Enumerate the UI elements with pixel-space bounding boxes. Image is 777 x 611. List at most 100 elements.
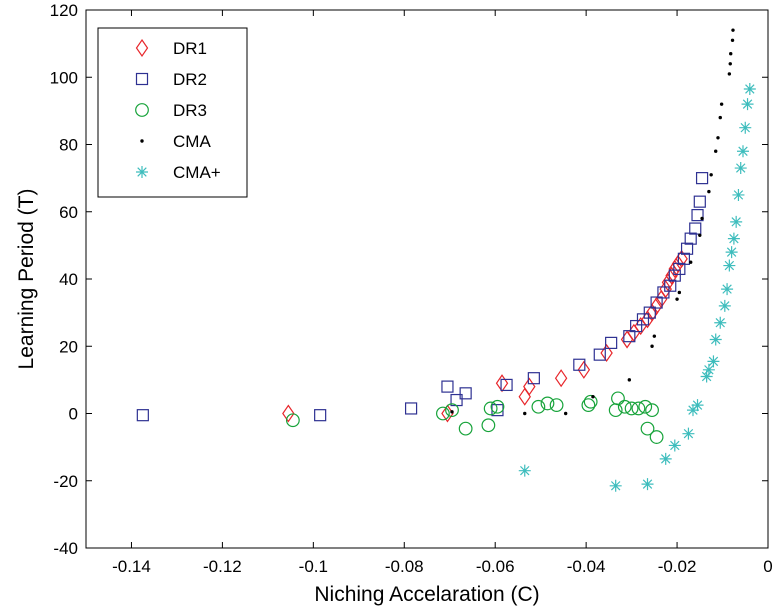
data-point xyxy=(714,149,718,153)
data-point xyxy=(716,136,720,140)
data-point xyxy=(739,121,752,134)
data-point xyxy=(682,427,695,440)
data-point xyxy=(554,369,568,388)
data-point xyxy=(495,374,509,393)
y-tick-label: 100 xyxy=(50,68,78,87)
data-point xyxy=(723,259,736,272)
data-point xyxy=(668,269,681,282)
data-point xyxy=(743,83,756,96)
data-point xyxy=(718,115,722,120)
data-point xyxy=(490,399,505,414)
legend: DR1 DR2 DR3 CMA CMA+ xyxy=(97,27,248,198)
data-point xyxy=(650,296,663,315)
data-point xyxy=(282,404,295,423)
data-point xyxy=(709,333,722,346)
data-point xyxy=(727,72,732,76)
data-point xyxy=(609,479,622,492)
legend-label: DR3 xyxy=(173,101,207,120)
legend-item: DR2 xyxy=(135,70,207,89)
data-point xyxy=(652,334,657,338)
data-point xyxy=(624,401,639,416)
data-point xyxy=(641,478,654,491)
data-point xyxy=(698,233,702,237)
data-point xyxy=(617,399,632,414)
data-point xyxy=(664,279,677,292)
y-tick-label: 120 xyxy=(50,1,78,20)
data-point xyxy=(605,336,618,349)
data-point xyxy=(638,399,653,414)
data-point xyxy=(700,370,713,383)
data-point xyxy=(581,398,596,412)
data-point xyxy=(691,209,704,222)
data-point xyxy=(314,409,327,422)
data-point xyxy=(686,404,699,417)
data-point xyxy=(483,401,498,416)
data-point xyxy=(680,242,694,255)
y-tick-label: 60 xyxy=(59,203,78,222)
data-point xyxy=(741,98,754,111)
data-point xyxy=(563,411,568,416)
data-point xyxy=(577,360,591,379)
legend-label: DR1 xyxy=(173,39,207,58)
data-point xyxy=(645,403,659,418)
data-point xyxy=(665,266,678,285)
data-point xyxy=(630,319,643,333)
y-tick-label: 80 xyxy=(59,136,78,155)
data-point xyxy=(659,452,672,465)
data-point xyxy=(518,387,531,406)
data-point xyxy=(583,394,598,409)
x-tick-label: -0.04 xyxy=(567,557,606,576)
data-point xyxy=(684,232,697,245)
data-point xyxy=(620,330,634,349)
data-point xyxy=(500,378,513,392)
y-axis-title: Learning Period (T) xyxy=(15,189,38,370)
data-point xyxy=(531,399,546,414)
legend-item: DR3 xyxy=(135,101,207,120)
data-point xyxy=(734,162,747,175)
data-point xyxy=(650,296,663,309)
data-point xyxy=(718,299,731,312)
data-point xyxy=(627,378,632,382)
data-point xyxy=(611,391,625,406)
data-point xyxy=(450,410,454,414)
data-point xyxy=(518,464,531,477)
data-point xyxy=(441,404,454,423)
y-tick-label: 40 xyxy=(59,270,78,289)
series-dr3 xyxy=(285,391,664,444)
data-point xyxy=(693,195,706,208)
legend-item: CMA xyxy=(140,132,211,151)
y-tick-label: -40 xyxy=(53,539,78,558)
data-point xyxy=(458,421,473,436)
data-point xyxy=(700,216,704,221)
data-point xyxy=(404,402,418,415)
data-point xyxy=(729,52,733,56)
data-point xyxy=(445,403,459,418)
data-point xyxy=(540,396,555,411)
x-tick-label: -0.08 xyxy=(385,557,424,576)
series-dr1 xyxy=(282,249,688,423)
data-point xyxy=(707,355,720,368)
data-marks xyxy=(136,28,756,492)
data-point xyxy=(721,283,734,296)
data-point xyxy=(649,430,664,444)
data-point xyxy=(523,411,527,416)
legend-label: CMA+ xyxy=(173,163,221,182)
legend-marker xyxy=(140,139,144,143)
data-point xyxy=(285,413,300,428)
data-point xyxy=(728,62,732,66)
x-tick-label: -0.12 xyxy=(203,557,242,576)
data-point xyxy=(702,363,715,376)
x-tick-label: -0.14 xyxy=(112,557,151,576)
data-point xyxy=(600,343,613,363)
legend-item: DR1 xyxy=(135,38,207,58)
legend-marker xyxy=(135,103,149,117)
data-point xyxy=(732,188,745,201)
data-point xyxy=(675,297,679,301)
data-point xyxy=(714,316,727,329)
data-point xyxy=(668,259,682,278)
legend-marker xyxy=(136,166,148,178)
data-point xyxy=(481,418,496,433)
data-point xyxy=(640,421,655,436)
series-cma xyxy=(450,28,735,416)
